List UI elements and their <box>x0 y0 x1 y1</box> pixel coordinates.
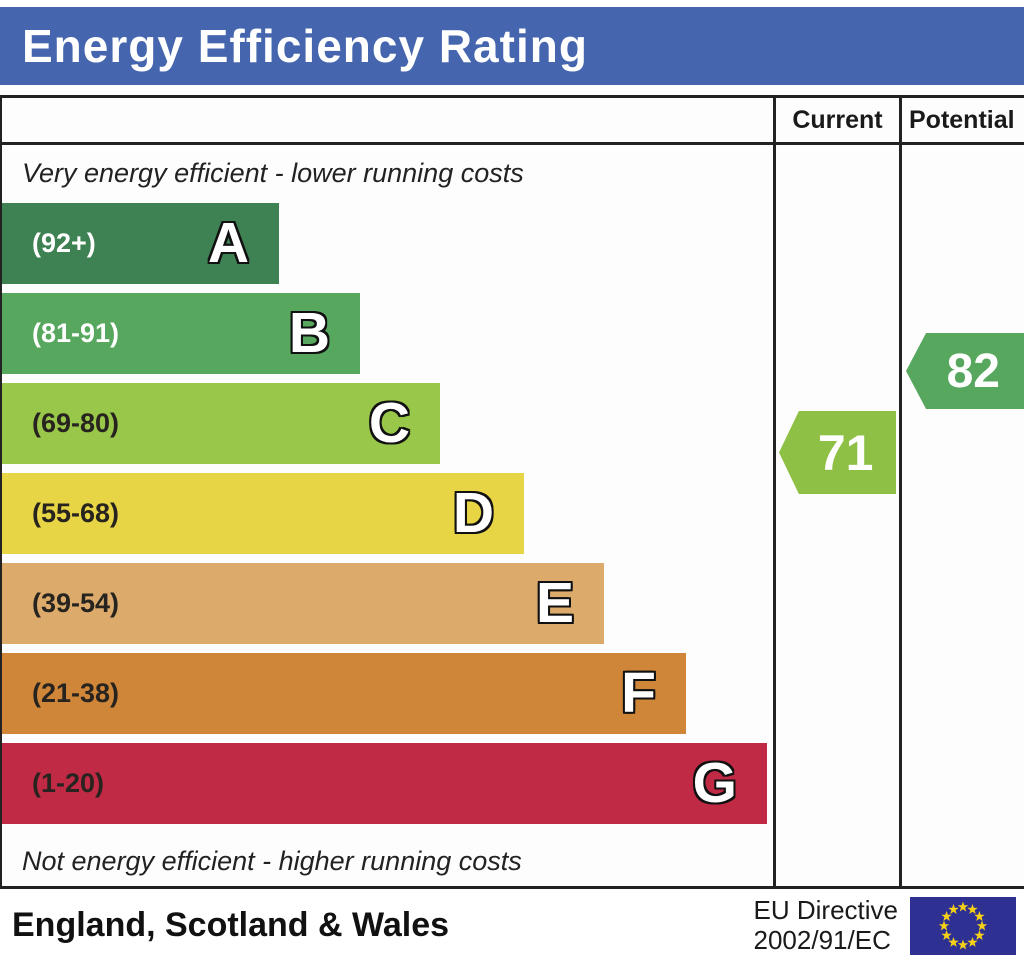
current-column: 71 <box>776 145 902 886</box>
region-label: England, Scotland & Wales <box>12 906 450 944</box>
chart-column-header-spacer <box>2 98 776 142</box>
band-a-letter: A <box>207 211 249 275</box>
band-e-letter: E <box>535 571 574 635</box>
eu-flag-icon <box>910 896 1016 955</box>
band-b: (81-91) B <box>2 293 360 374</box>
potential-rating-arrow: 82 <box>906 333 1024 409</box>
eu-directive-block: EU Directive 2002/91/EC <box>753 895 1016 955</box>
potential-rating-value: 82 <box>946 344 1000 398</box>
band-d-range: (55-68) <box>32 498 120 528</box>
table-header-row: Current Potential <box>2 98 1024 145</box>
band-e-range: (39-54) <box>32 588 120 618</box>
current-rating-value: 71 <box>817 424 874 481</box>
band-e: (39-54) E <box>2 563 604 644</box>
band-g-letter: G <box>692 751 737 815</box>
band-c-letter: C <box>368 391 410 455</box>
chart-footer: England, Scotland & Wales EU Directive 2… <box>0 889 1024 962</box>
rating-table: Current Potential Very energy efficient … <box>0 95 1024 889</box>
current-rating-arrow: 71 <box>779 411 896 494</box>
band-list: (92+) A (81-91) B (69-80) C (55-68) D <box>2 203 767 833</box>
band-b-letter: B <box>288 301 330 365</box>
band-chart-area: Very energy efficient - lower running co… <box>2 145 776 886</box>
band-f-range: (21-38) <box>32 678 120 708</box>
potential-column-header: Potential <box>909 105 1015 134</box>
eu-directive-text: EU Directive 2002/91/EC <box>753 895 898 955</box>
band-d-letter: D <box>452 481 494 545</box>
band-f-letter: F <box>621 661 656 725</box>
bottom-note: Not energy efficient - higher running co… <box>22 846 522 876</box>
top-note: Very energy efficient - lower running co… <box>22 158 524 188</box>
eu-directive-line2: 2002/91/EC <box>753 924 891 955</box>
band-c: (69-80) C <box>2 383 440 464</box>
table-body: Very energy efficient - lower running co… <box>2 145 1024 886</box>
current-column-header: Current <box>776 98 902 142</box>
band-g-range: (1-20) <box>32 768 105 798</box>
eu-directive-line1: EU Directive <box>753 895 898 926</box>
chart-header: Energy Efficiency Rating <box>0 7 1024 85</box>
page-title: Energy Efficiency Rating <box>22 20 588 72</box>
band-a: (92+) A <box>2 203 279 284</box>
potential-column: 82 <box>902 145 1024 886</box>
band-d: (55-68) D <box>2 473 524 554</box>
band-f: (21-38) F <box>2 653 686 734</box>
band-c-range: (69-80) <box>32 408 120 438</box>
band-g: (1-20) G <box>2 743 767 824</box>
band-a-range: (92+) <box>32 228 96 258</box>
band-b-range: (81-91) <box>32 318 120 348</box>
